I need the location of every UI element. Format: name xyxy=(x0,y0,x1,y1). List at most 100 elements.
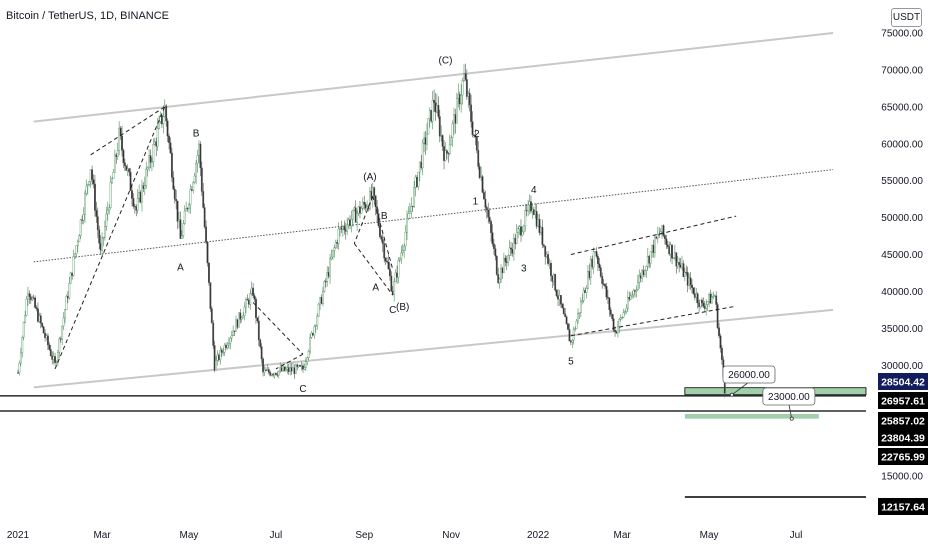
candle-body xyxy=(249,293,252,305)
wave-pattern-line xyxy=(252,302,304,355)
price-label-bg xyxy=(878,498,928,515)
candle-body xyxy=(296,364,299,367)
candle-body xyxy=(569,340,572,343)
candle-body xyxy=(721,347,723,360)
candle-body xyxy=(149,155,152,163)
candle-body xyxy=(641,270,644,279)
candle-body xyxy=(105,213,108,227)
candle-body xyxy=(534,211,537,215)
candle-body xyxy=(625,307,628,312)
candle-body xyxy=(192,182,195,191)
candle-body xyxy=(239,312,242,320)
candle-body xyxy=(664,235,666,240)
candle-body xyxy=(532,209,535,215)
candle-body xyxy=(652,244,655,253)
wave-label: (A) xyxy=(363,172,376,183)
candle-body xyxy=(346,224,349,232)
candle-body xyxy=(698,302,701,308)
candle-body xyxy=(290,367,293,372)
candle-body xyxy=(454,114,457,124)
candle-body xyxy=(646,256,649,267)
price-axis[interactable]: 75000.00 70000.00 65000.00 60000.00 55000.00… xyxy=(881,29,923,483)
candle-body xyxy=(152,144,155,162)
candle-body xyxy=(139,192,142,203)
candle-body xyxy=(366,206,369,209)
candle-body xyxy=(343,226,346,230)
candle-body xyxy=(591,258,594,268)
candle-body xyxy=(522,225,525,233)
candle-body xyxy=(38,315,41,322)
candle-body xyxy=(225,344,227,349)
candle-body xyxy=(474,135,477,138)
candle-body xyxy=(400,252,403,260)
wave-label: C xyxy=(389,305,396,316)
candle-body xyxy=(531,209,534,212)
candle-body xyxy=(453,114,455,124)
candle-body xyxy=(75,245,78,254)
candle-body xyxy=(438,116,441,137)
candle-body xyxy=(450,137,453,146)
candle-body xyxy=(631,294,634,297)
candle-body xyxy=(165,105,168,122)
candle-body xyxy=(18,362,21,373)
candle-body xyxy=(484,198,487,208)
candle-body xyxy=(443,146,445,161)
zone-callout-23000: 23000.00 xyxy=(762,387,816,421)
candle-body xyxy=(161,115,163,125)
candle-body xyxy=(547,254,549,264)
candle-body xyxy=(457,94,460,99)
candle-body xyxy=(142,185,145,189)
candle-body xyxy=(109,181,112,208)
time-tick-label: 2022 xyxy=(527,530,550,541)
candle-body xyxy=(246,299,249,301)
wave-label: (B) xyxy=(396,302,409,313)
candle-body xyxy=(333,247,336,251)
candle-body xyxy=(440,135,443,137)
candle-body xyxy=(404,231,407,247)
candle-body xyxy=(135,206,138,211)
candle-body xyxy=(709,294,712,304)
candle-body xyxy=(85,185,88,194)
candle-body xyxy=(508,247,511,256)
time-tick-label: May xyxy=(700,530,719,541)
candle-body xyxy=(48,344,51,350)
time-axis[interactable]: 2021 Mar May Jul Sep Nov 2022 Mar May Jul xyxy=(7,530,803,541)
zone-callouts: 26000.00 23000.00 xyxy=(722,365,816,421)
candle-body xyxy=(525,209,528,212)
candle-body xyxy=(25,298,28,316)
candle-body xyxy=(148,155,150,169)
candle-body xyxy=(555,290,558,297)
currency-button[interactable]: USDT xyxy=(891,8,922,27)
candle-body xyxy=(247,300,250,305)
candle-body xyxy=(423,137,425,144)
candle-body xyxy=(504,257,507,262)
candle-body xyxy=(265,369,267,372)
wave-pattern-line xyxy=(54,106,166,370)
candle-body xyxy=(364,204,367,209)
candle-body xyxy=(334,242,337,248)
candle-body xyxy=(212,322,215,346)
candle-body xyxy=(397,260,400,278)
candle-body xyxy=(269,372,272,376)
candle-body xyxy=(381,239,384,244)
candle-body xyxy=(359,206,361,214)
candle-body xyxy=(286,367,289,370)
candle-body xyxy=(169,142,172,154)
candle-body xyxy=(341,226,344,230)
candle-body xyxy=(313,326,316,336)
candle-body xyxy=(565,316,568,324)
candle-body xyxy=(599,267,602,277)
midline-trendline xyxy=(33,169,834,263)
candle-body xyxy=(299,365,302,367)
candle-body xyxy=(98,229,101,244)
candle-body xyxy=(477,150,480,167)
candle-body xyxy=(679,264,682,268)
candle-body xyxy=(428,109,431,119)
candle-body xyxy=(517,228,520,233)
candle-body xyxy=(373,187,376,196)
candle-body xyxy=(289,367,292,372)
candle-body xyxy=(480,176,482,178)
candle-body xyxy=(552,274,555,282)
